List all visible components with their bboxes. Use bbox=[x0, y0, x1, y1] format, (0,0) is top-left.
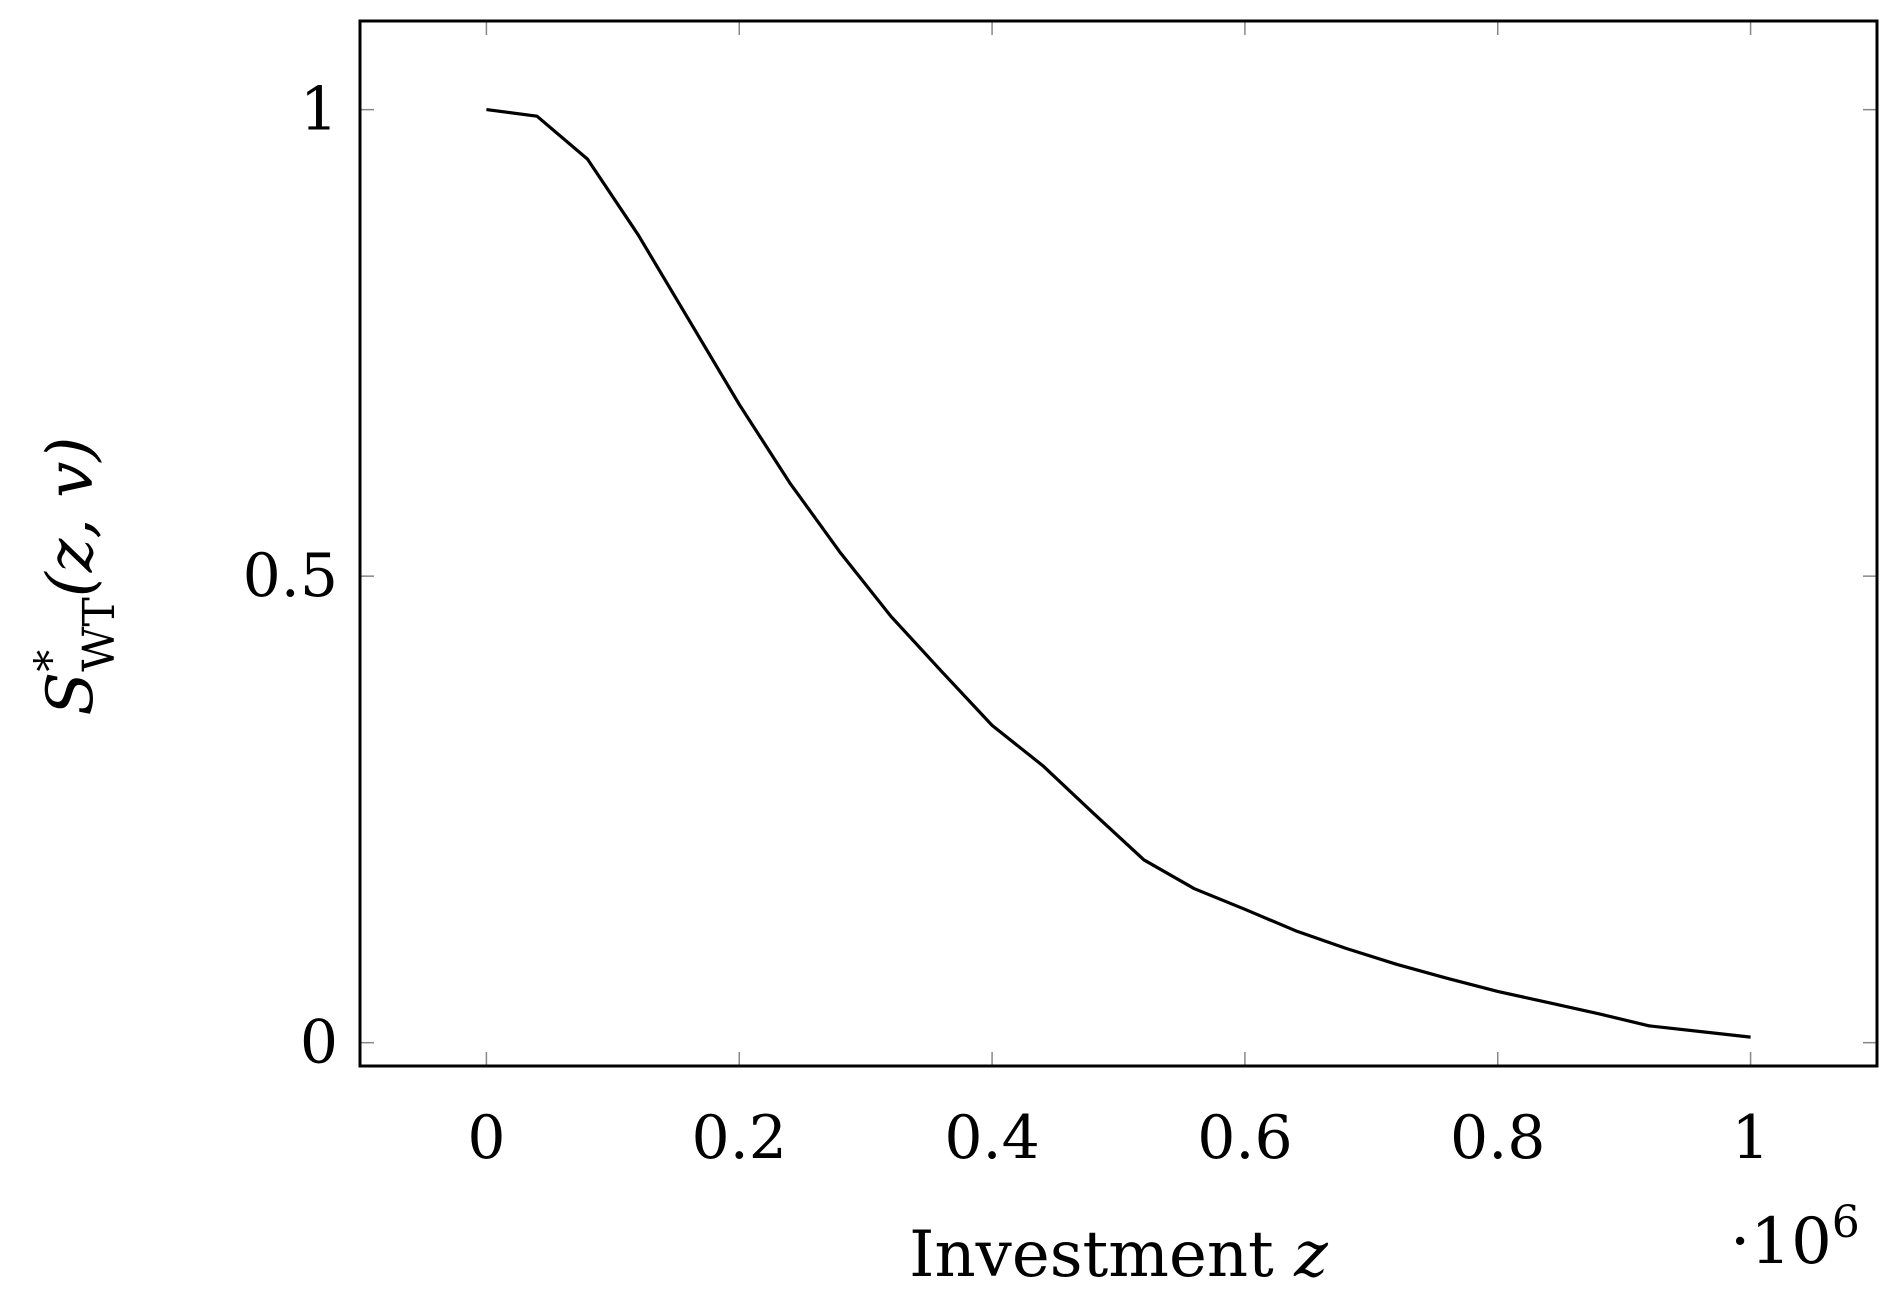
y-axis-subscript: WT bbox=[74, 597, 125, 672]
y-axis-args: (z, v) bbox=[34, 437, 108, 598]
x-tick-label: 0.4 bbox=[944, 1103, 1039, 1173]
series-layer bbox=[486, 108, 1751, 1039]
x-axis-label-text: Investment bbox=[909, 1218, 1274, 1292]
y-axis-superscript: * bbox=[26, 650, 77, 672]
x-axis-scale-label: ·106 bbox=[1730, 1197, 1860, 1279]
tick-labels: 0 0.2 0.4 0.6 0.8 1 0 0.5 1 bbox=[243, 75, 1770, 1173]
y-axis-symbol: S bbox=[34, 672, 108, 716]
x-tick-label: 0.2 bbox=[692, 1103, 787, 1173]
x-scale-base: ·10 bbox=[1730, 1205, 1832, 1279]
y-tick-label: 0.5 bbox=[243, 541, 338, 611]
y-tick-label: 0 bbox=[300, 1008, 338, 1078]
x-tick-label: 0 bbox=[467, 1103, 505, 1173]
x-tick-label: 1 bbox=[1731, 1103, 1769, 1173]
plot-frame bbox=[358, 19, 1879, 1068]
x-tick-label: 0.8 bbox=[1450, 1103, 1545, 1173]
tick-marks bbox=[360, 21, 1877, 1066]
x-axis-label-var: z bbox=[1293, 1218, 1329, 1292]
x-tick-label: 0.6 bbox=[1197, 1103, 1292, 1173]
y-axis-label: S*WT(z, v) bbox=[26, 437, 125, 716]
series-line bbox=[486, 108, 1751, 1039]
x-axis-label: Investment z bbox=[909, 1218, 1329, 1292]
x-scale-exponent: 6 bbox=[1832, 1197, 1860, 1248]
y-tick-label: 1 bbox=[300, 75, 338, 145]
